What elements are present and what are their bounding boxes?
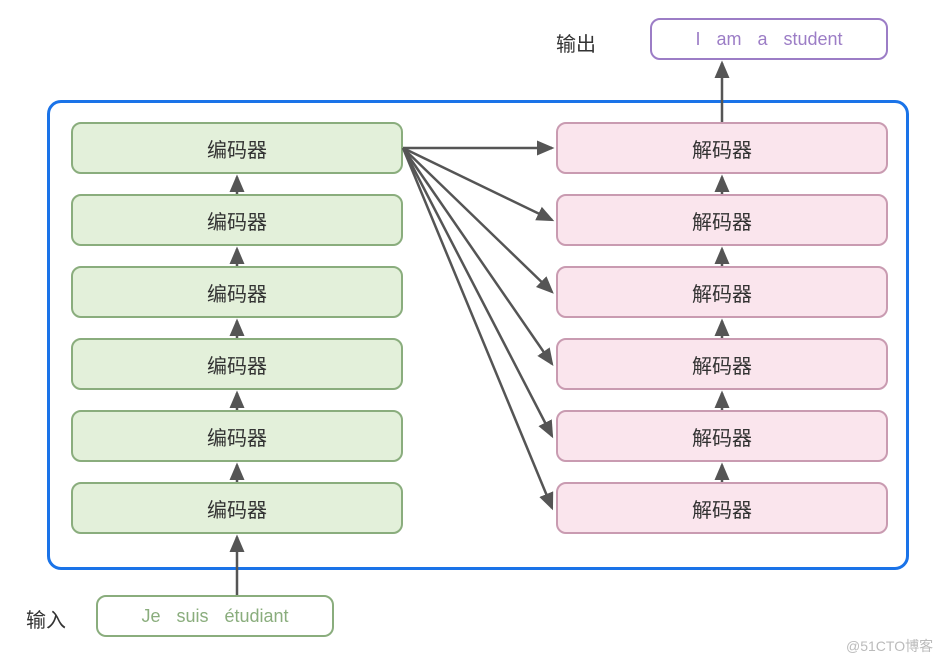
- input-box: Jesuis étudiant: [96, 595, 334, 637]
- input-word: étudiant: [224, 606, 288, 627]
- encoder-block-4: 编码器: [71, 266, 403, 318]
- encoder-block-3: 编码器: [71, 338, 403, 390]
- output-word: am: [716, 29, 741, 50]
- encoder-block-2: 编码器: [71, 410, 403, 462]
- input-word: Je: [141, 606, 160, 627]
- decoder-block-6: 解码器: [556, 122, 888, 174]
- watermark: @51CTO博客: [846, 636, 933, 656]
- encoder-block-6: 编码器: [71, 122, 403, 174]
- decoder-block-5: 解码器: [556, 194, 888, 246]
- decoder-block-1: 解码器: [556, 482, 888, 534]
- input-word: suis: [176, 606, 208, 627]
- input-label: 输入: [26, 604, 66, 633]
- encoder-block-1: 编码器: [71, 482, 403, 534]
- decoder-block-2: 解码器: [556, 410, 888, 462]
- output-word: student: [784, 29, 843, 50]
- output-box: Iama student: [650, 18, 888, 60]
- decoder-block-3: 解码器: [556, 338, 888, 390]
- output-word: a: [757, 29, 767, 50]
- encoder-block-5: 编码器: [71, 194, 403, 246]
- output-word: I: [695, 29, 700, 50]
- decoder-block-4: 解码器: [556, 266, 888, 318]
- output-label: 输出: [556, 28, 596, 57]
